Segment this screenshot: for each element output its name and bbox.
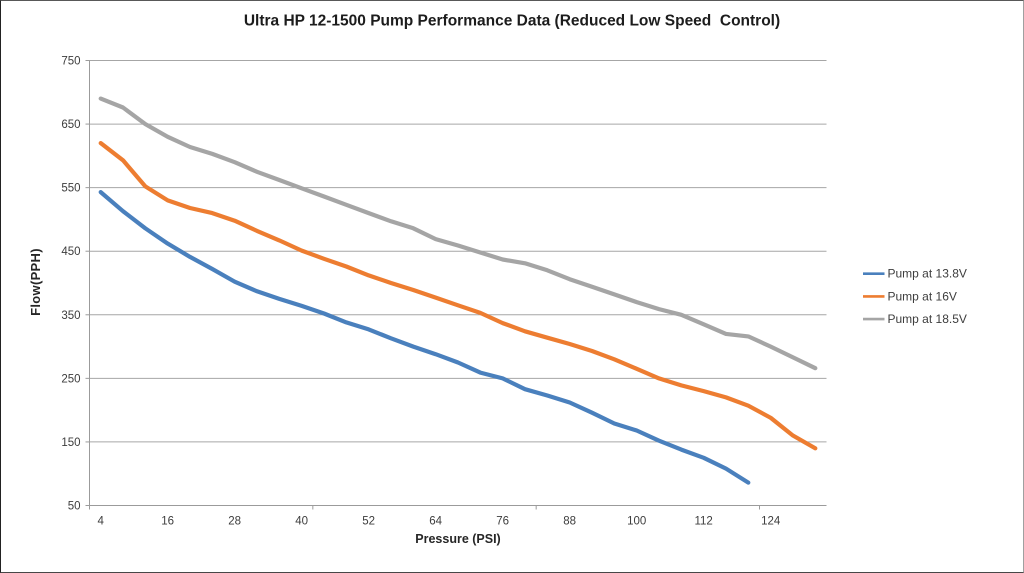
y-tick-label: 350: [61, 310, 80, 322]
series-line-pump-at-13.8v: [98, 190, 751, 485]
x-tick-label: 100: [627, 516, 646, 528]
series-line-pump-at-16v: [98, 141, 818, 451]
x-tick-label: 4: [97, 516, 104, 528]
y-axis-title: Flow(PPH): [28, 248, 43, 316]
x-tick-label: 64: [429, 516, 442, 528]
legend-label-pump-at-13.8v: Pump at 13.8V: [888, 267, 967, 281]
y-tick-label: 150: [61, 437, 80, 449]
legend-label-pump-at-18.5v: Pump at 18.5V: [888, 312, 967, 326]
x-tick-label: 52: [362, 516, 375, 528]
y-tick-label: 250: [61, 373, 80, 385]
y-tick-label: 650: [61, 119, 80, 131]
y-tick-label: 550: [61, 183, 80, 195]
x-tick-label: 76: [496, 516, 509, 528]
x-tick-label: 40: [295, 516, 308, 528]
x-tick-label: 88: [563, 516, 576, 528]
y-tick-label: 750: [61, 56, 80, 68]
legend-label-pump-at-16v: Pump at 16V: [888, 289, 957, 303]
y-tick-label: 450: [61, 246, 80, 258]
series-line-pump-at-18.5v: [98, 96, 818, 371]
x-tick-label: 16: [161, 516, 174, 528]
x-tick-label: 28: [228, 516, 241, 528]
x-tick-label: 124: [761, 516, 781, 528]
x-tick-label: 112: [694, 516, 712, 528]
chart-title: Ultra HP 12-1500 Pump Performance Data (…: [244, 13, 780, 30]
y-tick-label: 50: [68, 501, 81, 513]
x-axis-title: Pressure (PSI): [415, 532, 500, 546]
